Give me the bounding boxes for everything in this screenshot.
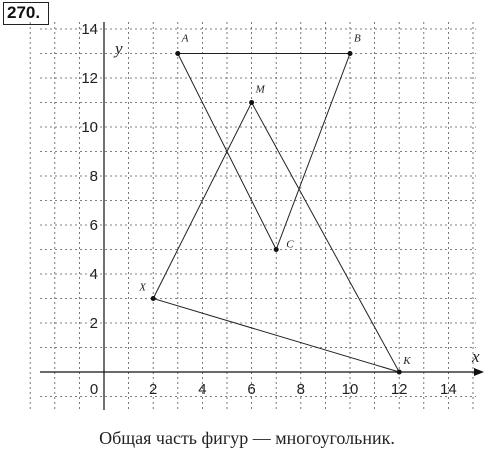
point-label-b: B bbox=[354, 33, 361, 45]
x-axis-arrow bbox=[474, 368, 484, 376]
point-label-m: M bbox=[255, 84, 266, 96]
x-axis-label: x bbox=[471, 347, 480, 366]
caption: Общая часть фигур — многоугольник. bbox=[99, 428, 395, 448]
x-tick-label: 4 bbox=[198, 381, 206, 398]
figures-layer bbox=[152, 53, 401, 373]
point-x bbox=[150, 296, 156, 301]
point-m bbox=[249, 100, 255, 105]
x-tick-label: 6 bbox=[247, 381, 255, 398]
point-c bbox=[273, 247, 279, 252]
axes-layer: x y bbox=[40, 22, 484, 410]
point-k bbox=[396, 369, 402, 375]
point-label-x: X bbox=[138, 282, 147, 294]
y-tick-label: 10 bbox=[81, 119, 98, 136]
point-label-c: C bbox=[286, 239, 294, 251]
x-tick-label: 8 bbox=[297, 381, 305, 398]
x-tick-label: 10 bbox=[342, 381, 359, 398]
point-a bbox=[175, 51, 181, 56]
y-tick-label: 12 bbox=[81, 70, 98, 87]
points-layer: A B C M X K bbox=[138, 33, 411, 375]
problem-number: 270. bbox=[3, 2, 49, 25]
x-tick-label: 0 bbox=[90, 381, 98, 398]
triangle-MXK bbox=[152, 101, 401, 373]
y-tick-label: 6 bbox=[90, 217, 98, 234]
point-label-k: K bbox=[402, 355, 411, 367]
point-label-a: A bbox=[181, 33, 189, 45]
y-tick-label: 2 bbox=[90, 315, 98, 332]
x-tick-label: 14 bbox=[440, 381, 457, 398]
point-b bbox=[347, 51, 353, 56]
y-tick-label: 14 bbox=[81, 21, 98, 38]
ticks-layer: 0 2 4 6 8 10 12 14 2 4 6 8 10 12 14 bbox=[81, 21, 456, 398]
coordinate-plot: x y 0 2 4 6 8 10 12 14 2 4 6 8 10 12 14 A B C M X K bbox=[29, 21, 484, 410]
y-tick-label: 8 bbox=[90, 168, 98, 185]
y-axis-label: y bbox=[113, 39, 123, 58]
x-tick-label: 2 bbox=[149, 381, 157, 398]
x-tick-label: 12 bbox=[391, 381, 408, 398]
y-tick-label: 4 bbox=[90, 266, 98, 283]
